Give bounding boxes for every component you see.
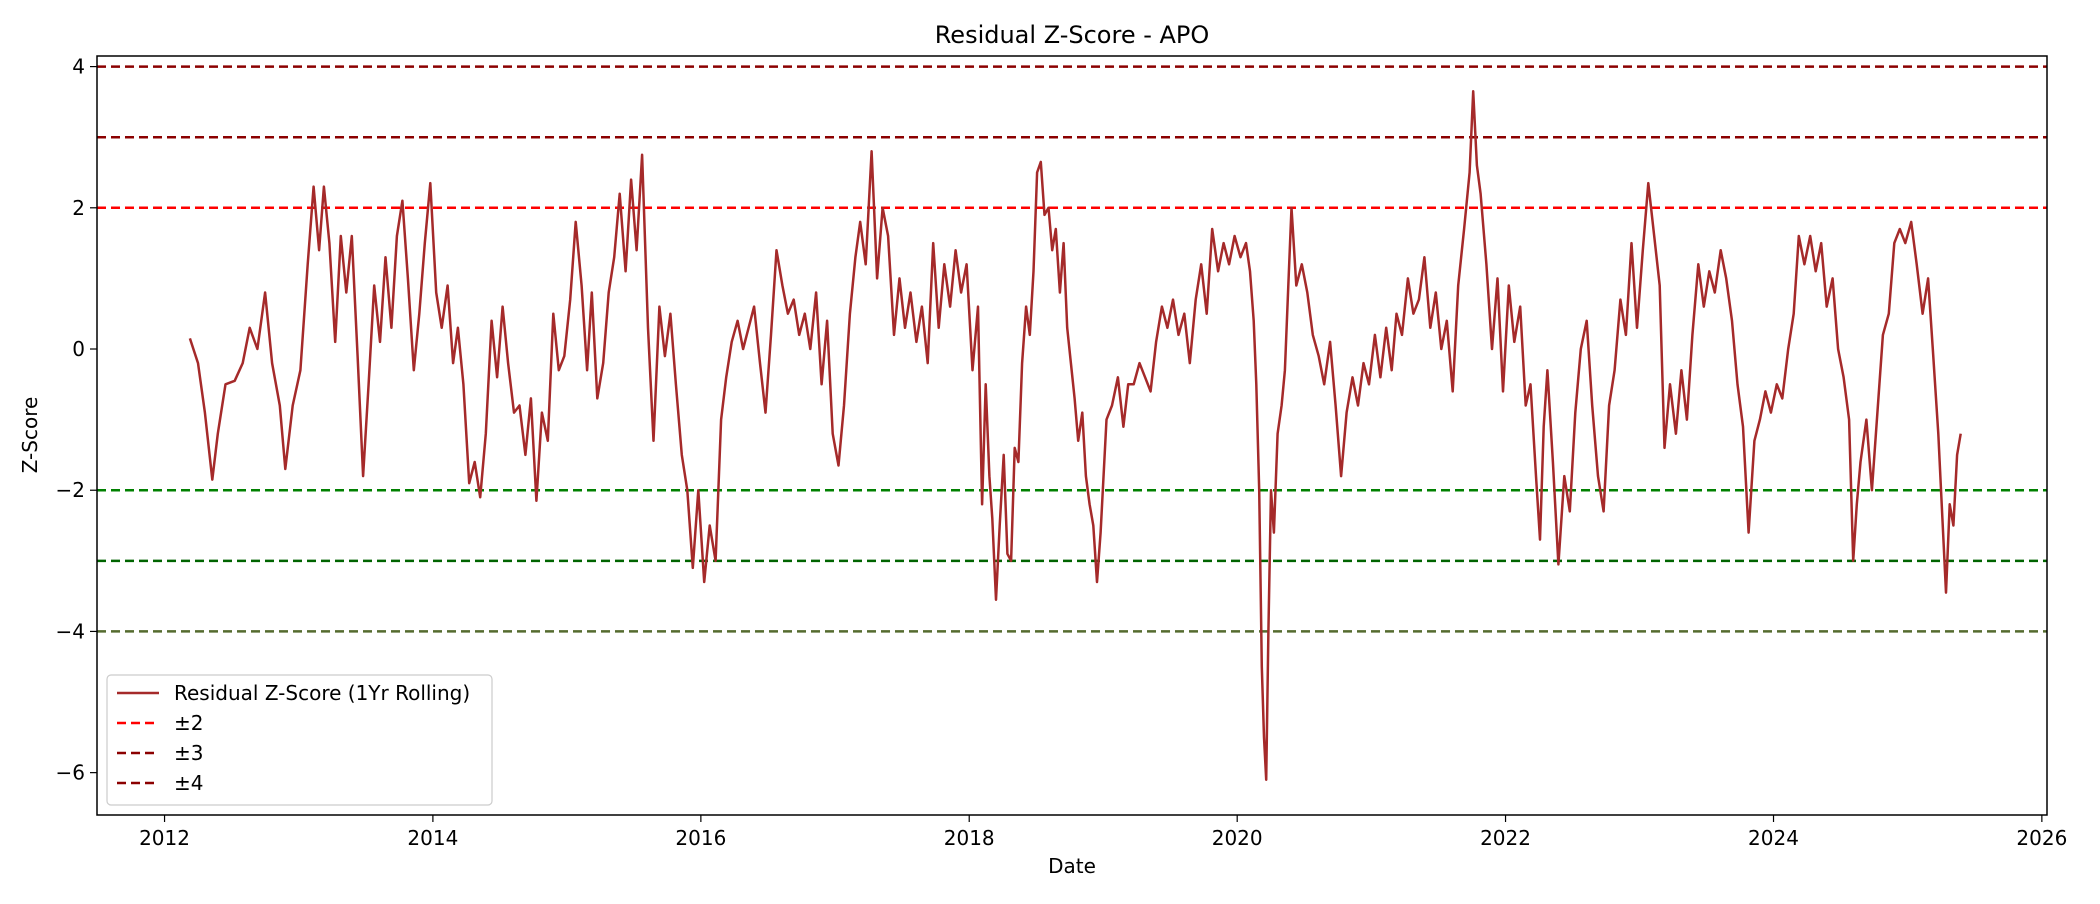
reference-lines (97, 65, 2047, 633)
plot-area-frame (96, 55, 2048, 816)
legend-label-pm4: ±4 (174, 771, 203, 795)
y-axis-ticks: 4 2 0 −2 −4 −6 (56, 55, 97, 785)
legend-label-pm2: ±2 (174, 711, 203, 735)
x-tick-label: 2022 (1480, 826, 1531, 850)
x-tick-label: 2012 (139, 826, 190, 850)
x-tick-label: 2014 (407, 826, 458, 850)
x-tick-label: 2024 (1748, 826, 1799, 850)
legend-box (106, 674, 493, 806)
x-axis-ticks: 2012 2014 2016 2018 2020 2022 2024 2026 (139, 815, 2067, 850)
y-tick-label: 2 (72, 196, 85, 220)
y-tick-label: −6 (56, 761, 85, 785)
y-tick-label: −2 (56, 478, 85, 502)
x-axis-label: Date (1048, 854, 1096, 878)
chart-title: Residual Z-Score - APO (935, 21, 1210, 49)
series-line-0 (188, 90, 1962, 781)
x-tick-label: 2020 (1212, 826, 1263, 850)
series-layer (188, 90, 1962, 781)
y-tick-label: 0 (72, 337, 85, 361)
x-tick-label: 2016 (675, 826, 726, 850)
x-tick-label: 2026 (2016, 826, 2067, 850)
x-tick-label: 2018 (944, 826, 995, 850)
y-axis-label: Z-Score (18, 397, 42, 474)
legend: Residual Z-Score (1Yr Rolling) ±2 ±3 ±4 (106, 674, 493, 806)
y-tick-label: 4 (72, 55, 85, 79)
legend-label-pm3: ±3 (174, 741, 203, 765)
legend-label-series: Residual Z-Score (1Yr Rolling) (174, 681, 470, 705)
y-tick-label: −4 (56, 619, 85, 643)
